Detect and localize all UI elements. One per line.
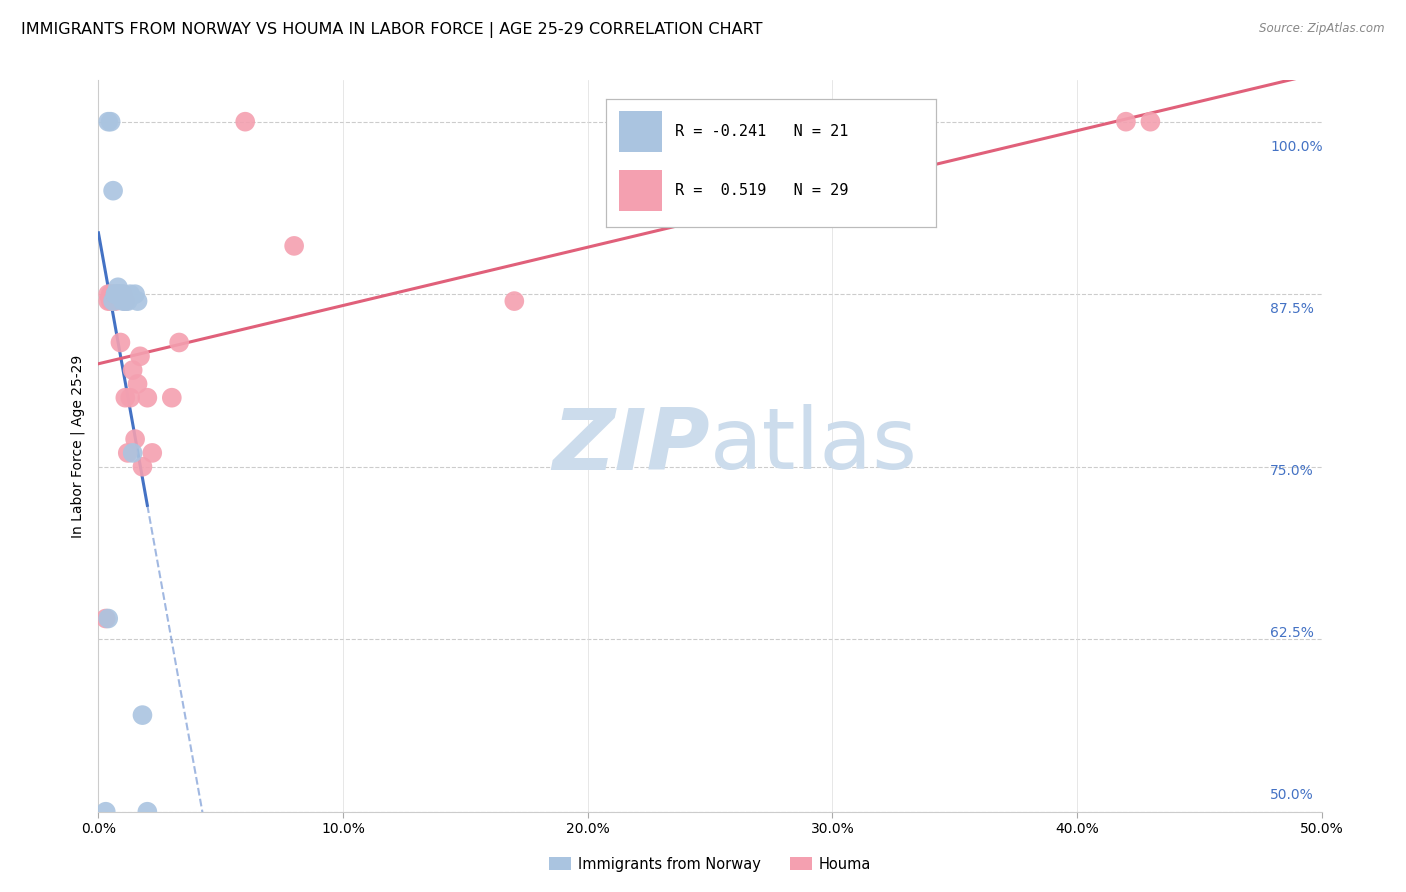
Point <box>184 301 207 315</box>
Point <box>180 301 202 315</box>
Point <box>204 463 226 477</box>
Point <box>177 203 200 218</box>
Point <box>186 301 209 315</box>
Point <box>186 307 209 321</box>
Point <box>181 301 204 315</box>
Point <box>200 385 222 400</box>
Point <box>201 359 224 374</box>
Point <box>173 301 195 315</box>
Point <box>200 307 222 321</box>
Point <box>188 398 211 412</box>
Point <box>193 398 215 412</box>
Point <box>1102 139 1125 153</box>
Point <box>177 301 200 315</box>
Point <box>231 398 253 412</box>
Point <box>172 787 194 801</box>
Point <box>173 606 195 620</box>
Point <box>188 307 211 321</box>
Point <box>208 787 231 801</box>
Point <box>193 301 215 315</box>
Point <box>176 301 198 315</box>
Point <box>188 307 211 321</box>
Point <box>191 307 214 321</box>
Point <box>208 398 231 412</box>
Point <box>1080 139 1102 153</box>
Point <box>180 301 202 315</box>
Point <box>186 301 209 315</box>
Point <box>177 307 200 321</box>
Point <box>181 301 204 315</box>
Point <box>212 450 235 464</box>
Point <box>176 139 198 153</box>
Point <box>534 307 557 321</box>
Point <box>195 450 218 464</box>
Point <box>236 346 259 360</box>
Legend: Immigrants from Norway, Houma: Immigrants from Norway, Houma <box>554 829 887 855</box>
Point <box>180 307 202 321</box>
Y-axis label: In Labor Force | Age 25-29: In Labor Force | Age 25-29 <box>70 359 86 542</box>
Text: Source: ZipAtlas.com: Source: ZipAtlas.com <box>1260 22 1385 36</box>
Point <box>181 301 204 315</box>
Point <box>197 437 219 451</box>
Point <box>172 606 194 620</box>
Text: ZIP: ZIP <box>562 409 721 492</box>
Point <box>204 696 226 710</box>
Point <box>173 307 195 321</box>
Point <box>191 450 214 464</box>
Point <box>184 346 207 360</box>
Text: atlas: atlas <box>721 409 928 492</box>
Point <box>176 307 198 321</box>
Point <box>173 139 195 153</box>
Point <box>195 372 218 386</box>
Point <box>197 301 219 315</box>
Point <box>181 294 204 309</box>
Text: IMMIGRANTS FROM NORWAY VS HOUMA IN LABOR FORCE | AGE 25-29 CORRELATION CHART: IMMIGRANTS FROM NORWAY VS HOUMA IN LABOR… <box>21 22 762 38</box>
Point <box>339 255 361 269</box>
Point <box>295 139 318 153</box>
